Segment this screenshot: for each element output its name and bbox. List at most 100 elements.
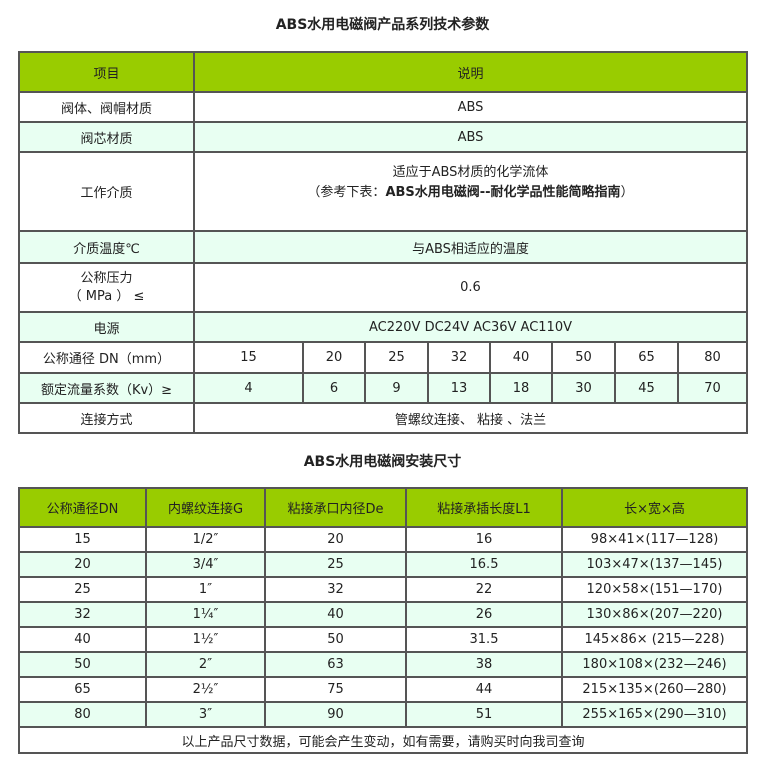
kv-cell: 45 xyxy=(614,372,679,404)
table-cell: 15 xyxy=(18,526,147,553)
kv-cell: 18 xyxy=(489,372,553,404)
medium-line2: （参考下表：ABS水用电磁阀--耐化学品性能简略指南） xyxy=(195,183,746,203)
table-cell: 50 xyxy=(18,651,147,678)
table-cell: 44 xyxy=(405,676,563,703)
table-cell: 1″ xyxy=(145,576,266,603)
label-line2: （ MPa ） ≤ xyxy=(68,288,145,304)
table-cell: 63 xyxy=(264,651,407,678)
table-cell: 75 xyxy=(264,676,407,703)
table-cell: 1¼″ xyxy=(145,601,266,628)
dn-cell: 32 xyxy=(427,341,491,374)
label: 公称压力 （ MPa ） ≤ xyxy=(18,262,195,313)
table-cell: 25 xyxy=(264,551,407,578)
medium-line1: 适应于ABS材质的化学流体 xyxy=(392,165,549,180)
table2-title: ABS水用电磁阀安装尺寸 xyxy=(303,454,462,470)
label-line1: 公称压力 xyxy=(80,270,133,286)
guide-link-text: ABS水用电磁阀--耐化学品性能简略指南 xyxy=(385,185,621,200)
table-cell: 22 xyxy=(405,576,563,603)
dn-cell: 65 xyxy=(614,341,679,374)
row-kv: 额定流量系数（Kv）≥ 4 6 9 13 18 30 45 70 xyxy=(18,372,749,404)
kv-cell: 13 xyxy=(427,372,491,404)
table-cell: 50 xyxy=(264,626,407,653)
table1-header: 项目 说明 xyxy=(18,51,749,93)
table-cell: 25 xyxy=(18,576,147,603)
table-cell: 31.5 xyxy=(405,626,563,653)
value: ABS xyxy=(192,91,749,123)
header-thread: 内螺纹连接G xyxy=(145,487,266,528)
table-cell: 20 xyxy=(18,551,147,578)
header-item: 项目 xyxy=(18,51,195,93)
label: 连接方式 xyxy=(18,402,195,434)
table-cell: 65 xyxy=(18,676,147,703)
kv-cell: 30 xyxy=(551,372,616,404)
row-core-material: 阀芯材质 ABS xyxy=(18,121,749,153)
kv-cell: 6 xyxy=(302,372,366,404)
table-cell: 215×135×(260—280) xyxy=(561,676,748,703)
table-cell: 26 xyxy=(405,601,563,628)
table-cell: 255×165×(290—310) xyxy=(561,701,748,728)
table-cell: 90 xyxy=(264,701,407,728)
table-row: 65 2½″ 75 44 215×135×(260—280) xyxy=(18,676,748,703)
table-row: 25 1″ 32 22 120×58×(151—170) xyxy=(18,576,748,603)
row-pressure: 公称压力 （ MPa ） ≤ 0.6 xyxy=(18,262,749,313)
header-desc: 说明 xyxy=(192,51,749,93)
label: 阀芯材质 xyxy=(18,121,195,153)
table-row: 15 1/2″ 20 16 98×41×(117—128) xyxy=(18,526,748,553)
dn-cell: 25 xyxy=(364,341,429,374)
table-cell: 1½″ xyxy=(145,626,266,653)
table-cell: 180×108×(232—246) xyxy=(561,651,748,678)
table-cell: 80 xyxy=(18,701,147,728)
table-cell: 20 xyxy=(264,526,407,553)
table-cell: 32 xyxy=(264,576,407,603)
table2-header: 公称通径DN 内螺纹连接G 粘接承口内径De 粘接承插长度L1 长×宽×高 xyxy=(18,487,748,528)
footer-note: 以上产品尺寸数据，可能会产生变动，如有需要，请购买时向我司查询 xyxy=(18,726,748,754)
table-cell: 16.5 xyxy=(405,551,563,578)
row-temperature: 介质温度℃ 与ABS相适应的温度 xyxy=(18,230,749,264)
row-medium: 工作介质 适应于ABS材质的化学流体 （参考下表：ABS水用电磁阀--耐化学品性… xyxy=(18,151,749,232)
header-socket-diameter: 粘接承口内径De xyxy=(264,487,407,528)
label: 电源 xyxy=(18,311,195,343)
value: 适应于ABS材质的化学流体 （参考下表：ABS水用电磁阀--耐化学品性能简略指南… xyxy=(192,151,749,232)
suffix: ） xyxy=(620,185,634,200)
table-row: 40 1½″ 50 31.5 145×86× (215—228) xyxy=(18,626,748,653)
table-cell: 98×41×(117—128) xyxy=(561,526,748,553)
header-socket-length: 粘接承插长度L1 xyxy=(405,487,563,528)
dimensions-table: 公称通径DN 内螺纹连接G 粘接承口内径De 粘接承插长度L1 长×宽×高 15… xyxy=(18,487,748,754)
dn-cell: 20 xyxy=(302,341,366,374)
label: 介质温度℃ xyxy=(18,230,195,264)
table-cell: 51 xyxy=(405,701,563,728)
table-cell: 2½″ xyxy=(145,676,266,703)
table-row: 20 3/4″ 25 16.5 103×47×(137—145) xyxy=(18,551,748,578)
table-cell: 130×86×(207—220) xyxy=(561,601,748,628)
table-cell: 1/2″ xyxy=(145,526,266,553)
table-cell: 40 xyxy=(264,601,407,628)
table-cell: 2″ xyxy=(145,651,266,678)
kv-cell: 70 xyxy=(676,372,749,404)
dn-cell: 50 xyxy=(551,341,616,374)
dn-cell: 40 xyxy=(489,341,553,374)
value: 与ABS相适应的温度 xyxy=(192,230,749,264)
label: 额定流量系数（Kv）≥ xyxy=(18,372,195,404)
table-cell: 145×86× (215—228) xyxy=(561,626,748,653)
row-connection: 连接方式 管螺纹连接、 粘接 、法兰 xyxy=(18,402,749,434)
table-cell: 3″ xyxy=(145,701,266,728)
label: 公称通径 DN（mm） xyxy=(18,341,195,374)
table-cell: 3/4″ xyxy=(145,551,266,578)
prefix: （参考下表： xyxy=(307,185,386,200)
table-row: 80 3″ 90 51 255×165×(290—310) xyxy=(18,701,748,728)
label: 工作介质 xyxy=(18,151,195,232)
table-row: 32 1¼″ 40 26 130×86×(207—220) xyxy=(18,601,748,628)
kv-cell: 4 xyxy=(193,372,304,404)
value: 管螺纹连接、 粘接 、法兰 xyxy=(192,402,749,434)
dn-cell: 80 xyxy=(676,341,749,374)
label: 阀体、阀帽材质 xyxy=(18,91,195,123)
table-cell: 103×47×(137—145) xyxy=(561,551,748,578)
value: 0.6 xyxy=(192,262,749,313)
row-power: 电源 AC220V DC24V AC36V AC110V xyxy=(18,311,749,343)
table1-title: ABS水用电磁阀产品系列技术参数 xyxy=(275,17,490,33)
table-cell: 16 xyxy=(405,526,563,553)
table-cell: 32 xyxy=(18,601,147,628)
tech-params-table: 项目 说明 阀体、阀帽材质 ABS 阀芯材质 ABS 工作介质 适应于ABS材质… xyxy=(18,51,749,434)
table-cell: 120×58×(151—170) xyxy=(561,576,748,603)
header-dn: 公称通径DN xyxy=(18,487,147,528)
